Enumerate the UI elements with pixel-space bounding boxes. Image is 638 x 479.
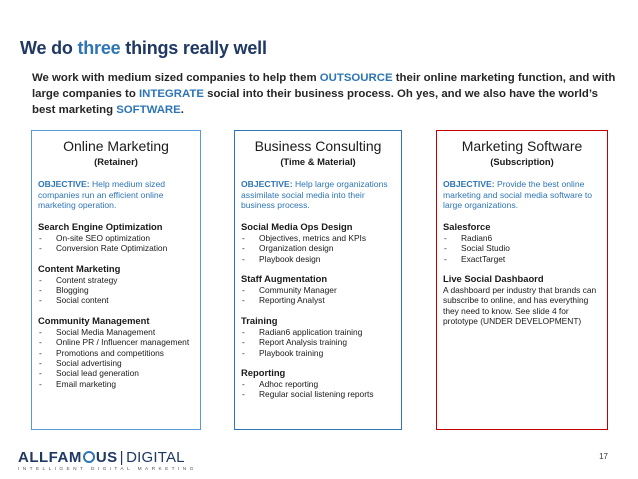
- list-item: Report Analysis training: [241, 337, 395, 348]
- objective-text: OBJECTIVE: Help large organizations assi…: [241, 179, 395, 211]
- logo-wordmark: ALLFAM US | DIGITAL: [18, 450, 197, 466]
- logo-separator: |: [119, 449, 125, 466]
- online-marketing-box: Online Marketing (Retainer) OBJECTIVE: H…: [31, 130, 201, 430]
- list-item: Social Studio: [443, 243, 601, 254]
- intro-text-1: We work with medium sized companies to h…: [32, 72, 320, 84]
- intro-paragraph: We work with medium sized companies to h…: [32, 70, 622, 118]
- list-item: Objectives, metrics and KPIs: [241, 233, 395, 244]
- list-item: Online PR / Influencer management: [38, 337, 194, 348]
- title-suffix: things really well: [120, 38, 267, 58]
- objective-label: OBJECTIVE:: [38, 179, 90, 189]
- section-title: Content Marketing: [38, 262, 121, 274]
- objective-label: OBJECTIVE:: [241, 179, 293, 189]
- list-item: Social Media Management: [38, 327, 194, 338]
- box-subheading: (Retainer): [94, 156, 138, 167]
- section-list: Objectives, metrics and KPIs Organizatio…: [241, 233, 395, 265]
- list-item: Playbook training: [241, 348, 395, 359]
- list-item: Community Manager: [241, 285, 395, 296]
- list-item: Adhoc reporting: [241, 379, 395, 390]
- box-subheading: (Time & Material): [280, 156, 356, 167]
- section-list: On-site SEO optimization Conversion Rate…: [38, 233, 194, 254]
- objective-body: Help medium sized companies run an effic…: [38, 179, 166, 211]
- logo-o-circle-icon: [82, 451, 95, 463]
- box-heading: Business Consulting: [254, 138, 382, 154]
- list-item: Social lead generation: [38, 368, 194, 379]
- list-item: Organization design: [241, 243, 395, 254]
- section-title: Reporting: [241, 367, 286, 379]
- section-title: Staff Augmentation: [241, 273, 328, 284]
- list-item: Regular social listening reports: [241, 389, 395, 400]
- allfamous-digital-logo: ALLFAM US | DIGITAL INTELLIGENT DIGITAL MAR…: [18, 450, 197, 473]
- list-item: Radian6: [443, 233, 601, 244]
- intro-text-3: social into their business process. Oh y…: [32, 88, 598, 116]
- section-title: Salesforce: [443, 220, 491, 232]
- section-title: Training: [241, 314, 278, 326]
- list-item: Playbook design: [241, 254, 395, 265]
- list-item: Reporting Analyst: [241, 295, 395, 306]
- objective-text: OBJECTIVE: Provide the best online marke…: [443, 179, 601, 211]
- dashboard-description: A dashboard per industry that brands can…: [443, 285, 597, 327]
- section-list: Social Media Management Online PR / Infl…: [38, 327, 194, 390]
- logo-part-1: ALLFAM: [18, 449, 82, 466]
- list-item: Email marketing: [38, 379, 194, 390]
- logo-part-3: DIGITAL: [126, 449, 185, 466]
- section-list: Community Manager Reporting Analyst: [241, 285, 395, 306]
- box-heading: Online Marketing: [63, 138, 169, 154]
- section-title: Live Social Dashbaord: [443, 273, 544, 284]
- intro-text-4: .: [180, 104, 184, 116]
- list-item: Social content: [38, 295, 194, 306]
- section-list: Radian6 Social Studio ExactTarget: [443, 233, 601, 265]
- section-title: Search Engine Optimization: [38, 220, 163, 232]
- box-heading: Marketing Software: [461, 138, 583, 154]
- marketing-software-box: Marketing Software (Subscription) OBJECT…: [436, 130, 608, 430]
- section-list: Content strategy Blogging Social content: [38, 275, 194, 307]
- objective-body: Help large organizations assimilate soci…: [241, 179, 388, 211]
- list-item: Blogging: [38, 285, 194, 296]
- objective-body: Provide the best online marketing and so…: [443, 179, 593, 211]
- list-item: Social advertising: [38, 358, 194, 369]
- intro-keyword-outsource: OUTSOURCE: [319, 72, 393, 84]
- list-item: On-site SEO optimization: [38, 233, 194, 244]
- intro-text-2: their online marketing function, and wit…: [32, 72, 616, 100]
- box-subheading: (Subscription): [490, 156, 554, 167]
- title-prefix: We do: [20, 38, 78, 58]
- objective-text: OBJECTIVE: Help medium sized companies r…: [38, 179, 194, 211]
- intro-keyword-software: SOFTWARE: [116, 104, 181, 116]
- list-item: ExactTarget: [443, 254, 601, 265]
- list-item: Promotions and competitions: [38, 348, 194, 359]
- title-highlight: three: [77, 38, 121, 58]
- logo-tagline: INTELLIGENT DIGITAL MARKETING: [18, 467, 197, 472]
- intro-keyword-integrate: INTEGRATE: [138, 88, 204, 100]
- page-number: 17: [599, 452, 608, 461]
- business-consulting-box: Business Consulting (Time & Material) OB…: [234, 130, 402, 430]
- logo-part-2: US: [95, 449, 118, 466]
- section-title: Social Media Ops Design: [241, 220, 353, 232]
- objective-label: OBJECTIVE:: [443, 179, 495, 189]
- section-title: Community Management: [38, 314, 150, 326]
- list-item: Conversion Rate Optimization: [38, 243, 194, 254]
- list-item: Radian6 application training: [241, 327, 395, 338]
- slide-title: We do three things really well: [20, 38, 267, 59]
- section-list: Adhoc reporting Regular social listening…: [241, 379, 395, 400]
- section-list: Radian6 application training Report Anal…: [241, 327, 395, 359]
- list-item: Content strategy: [38, 275, 194, 286]
